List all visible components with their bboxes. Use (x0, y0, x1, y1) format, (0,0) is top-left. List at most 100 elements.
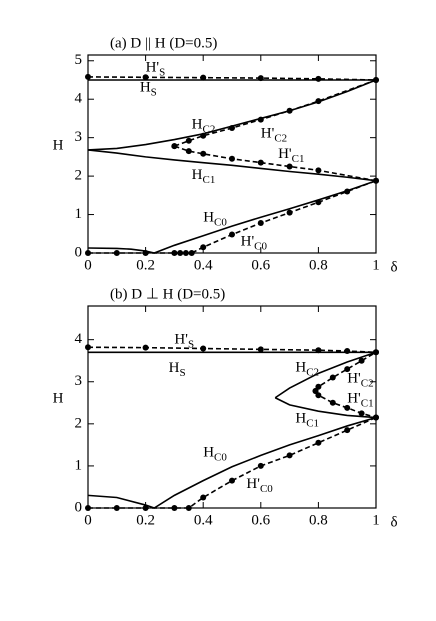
data-point (142, 344, 149, 351)
data-point (229, 125, 235, 132)
curve-label-subscript: C0 (214, 451, 227, 463)
data-point (315, 347, 322, 354)
curve-label-subscript: C0 (254, 240, 267, 252)
curve (87, 416, 377, 509)
data-point (329, 399, 336, 406)
data-point (315, 167, 322, 174)
curve-label-subscript: C2 (306, 366, 319, 378)
curve-label-subscript: S (188, 338, 194, 350)
data-point (286, 163, 293, 170)
y-tick-label: 3 (75, 373, 83, 389)
curve-label: H'S (146, 60, 166, 78)
data-point (286, 209, 293, 216)
data-point (257, 116, 264, 123)
curve-label-name: H (203, 210, 214, 226)
x-tick-label: 1 (372, 512, 380, 528)
curve-label-name: H' (246, 476, 260, 492)
curve-label-subscript: S (159, 66, 165, 78)
curve (87, 79, 377, 151)
curve-label: H'C2 (261, 126, 287, 144)
curve-label-name: H (192, 168, 203, 184)
curve-label-name: H' (278, 146, 292, 162)
data-point (257, 75, 264, 82)
data-point (344, 366, 351, 373)
curve-label-subscript: C1 (306, 417, 319, 429)
data-point (200, 74, 207, 81)
curve-label-subscript: C2 (203, 123, 216, 135)
y-tick-label: 3 (75, 129, 83, 145)
curve (87, 149, 377, 182)
curve-label-name: H (192, 117, 203, 133)
y-axis-label: H (53, 137, 64, 153)
data-point (200, 150, 207, 157)
curve (87, 76, 377, 81)
curve-label: H'C1 (347, 391, 373, 409)
y-tick-label: 2 (75, 168, 83, 184)
data-point (344, 188, 351, 195)
data-point (286, 452, 293, 459)
data-point (312, 388, 319, 395)
data-point (344, 404, 351, 411)
data-point (171, 143, 178, 150)
y-tick-label: 0 (75, 244, 83, 260)
data-point (286, 107, 293, 114)
plot-frame (87, 305, 377, 509)
data-point (344, 427, 351, 434)
x-tick-label: 0.4 (194, 257, 213, 273)
data-point (229, 477, 235, 484)
data-point (142, 74, 149, 81)
data-point (257, 462, 264, 469)
data-point (358, 410, 365, 417)
x-tick-label: 1 (372, 257, 380, 273)
curve-label: H'S (174, 332, 194, 350)
curve-label: HC1 (295, 411, 319, 429)
curve-label-name: H' (347, 371, 361, 387)
curve-label-subscript: C2 (361, 377, 374, 389)
x-tick-label: 0.6 (251, 512, 270, 528)
curve-label-name: H' (241, 234, 255, 250)
curve-label-subscript: C0 (214, 216, 227, 228)
curve (87, 179, 377, 254)
curve-label-name: H (203, 445, 214, 461)
data-point (229, 155, 235, 162)
y-tick-label: 1 (75, 457, 83, 473)
y-tick-label: 1 (75, 206, 83, 222)
x-tick-label: 0.6 (251, 257, 270, 273)
curve-label-name: H' (347, 391, 361, 407)
curve-label-name: H' (174, 332, 188, 348)
curve-label-name: H' (146, 60, 160, 76)
curve-label: HC2 (192, 117, 216, 135)
data-point (315, 75, 322, 82)
curve-label: HS (169, 361, 186, 379)
curve-label: H'C0 (241, 234, 268, 252)
x-axis-label: δ (390, 259, 397, 275)
data-point (315, 383, 322, 390)
x-tick-label: 0.2 (136, 512, 155, 528)
curve-label: HC1 (192, 168, 216, 186)
data-point (344, 348, 351, 355)
data-point (185, 148, 192, 155)
curve-label: H'C1 (278, 146, 304, 164)
curve-label-subscript: S (151, 86, 157, 98)
data-point (315, 392, 322, 399)
curve-label-name: H (140, 80, 151, 96)
data-point (315, 199, 322, 206)
plot-frame (87, 54, 377, 254)
x-tick-label: 0.4 (194, 512, 213, 528)
data-point (257, 159, 264, 166)
panel-title: (b) D ⊥ H (D=0.5) (110, 286, 225, 302)
curve-label-name: H (169, 361, 180, 377)
curve-label-subscript: C1 (203, 174, 216, 186)
panel-title: (a) D || H (D=0.5) (110, 35, 217, 51)
y-tick-label: 5 (75, 52, 83, 68)
x-axis-label: δ (390, 514, 397, 530)
data-point (229, 231, 235, 238)
curve-label: HC0 (203, 445, 227, 463)
data-point (200, 132, 207, 139)
data-point (315, 98, 322, 105)
data-point (329, 374, 336, 381)
curve (88, 179, 377, 254)
y-tick-label: 4 (75, 331, 83, 347)
data-point (257, 346, 264, 353)
curve-label: H'C2 (347, 371, 373, 389)
